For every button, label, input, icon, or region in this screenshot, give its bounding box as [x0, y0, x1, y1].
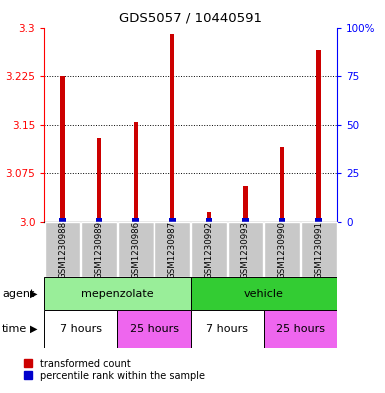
Bar — [170, 34, 174, 222]
Bar — [81, 222, 117, 277]
Bar — [242, 218, 249, 222]
Bar — [118, 222, 154, 277]
Bar — [191, 277, 337, 310]
Text: GSM1230989: GSM1230989 — [95, 220, 104, 279]
Bar — [132, 218, 139, 222]
Bar — [191, 310, 264, 348]
Text: GSM1230991: GSM1230991 — [314, 220, 323, 279]
Text: ▶: ▶ — [30, 289, 38, 299]
Text: agent: agent — [2, 289, 34, 299]
Bar — [243, 186, 248, 222]
Bar — [264, 310, 337, 348]
Text: 7 hours: 7 hours — [60, 324, 102, 334]
Text: GSM1230992: GSM1230992 — [204, 220, 213, 279]
Text: 7 hours: 7 hours — [206, 324, 248, 334]
Bar — [228, 222, 263, 277]
Text: ▶: ▶ — [30, 324, 38, 334]
Bar — [96, 218, 102, 222]
Text: GSM1230988: GSM1230988 — [58, 220, 67, 279]
Bar — [134, 121, 138, 222]
Bar — [279, 218, 285, 222]
Text: vehicle: vehicle — [244, 289, 284, 299]
Bar — [60, 76, 65, 222]
Text: GSM1230987: GSM1230987 — [168, 220, 177, 279]
Text: GSM1230990: GSM1230990 — [278, 220, 286, 279]
Bar — [316, 50, 321, 222]
Bar — [45, 222, 80, 277]
Text: mepenzolate: mepenzolate — [81, 289, 154, 299]
Bar — [207, 212, 211, 222]
Bar — [154, 222, 190, 277]
Bar — [264, 222, 300, 277]
Bar — [315, 218, 322, 222]
Bar — [44, 277, 191, 310]
Text: time: time — [2, 324, 27, 334]
Bar — [191, 222, 227, 277]
Text: GSM1230993: GSM1230993 — [241, 220, 250, 279]
Bar — [280, 147, 284, 222]
Bar — [301, 222, 336, 277]
Text: GSM1230986: GSM1230986 — [131, 220, 140, 279]
Title: GDS5057 / 10440591: GDS5057 / 10440591 — [119, 12, 262, 25]
Bar — [206, 218, 212, 222]
Bar — [97, 138, 101, 222]
Text: 25 hours: 25 hours — [276, 324, 325, 334]
Bar — [44, 310, 117, 348]
Legend: transformed count, percentile rank within the sample: transformed count, percentile rank withi… — [24, 358, 205, 380]
Text: 25 hours: 25 hours — [129, 324, 179, 334]
Bar — [59, 218, 66, 222]
Bar — [117, 310, 191, 348]
Bar — [169, 218, 176, 222]
